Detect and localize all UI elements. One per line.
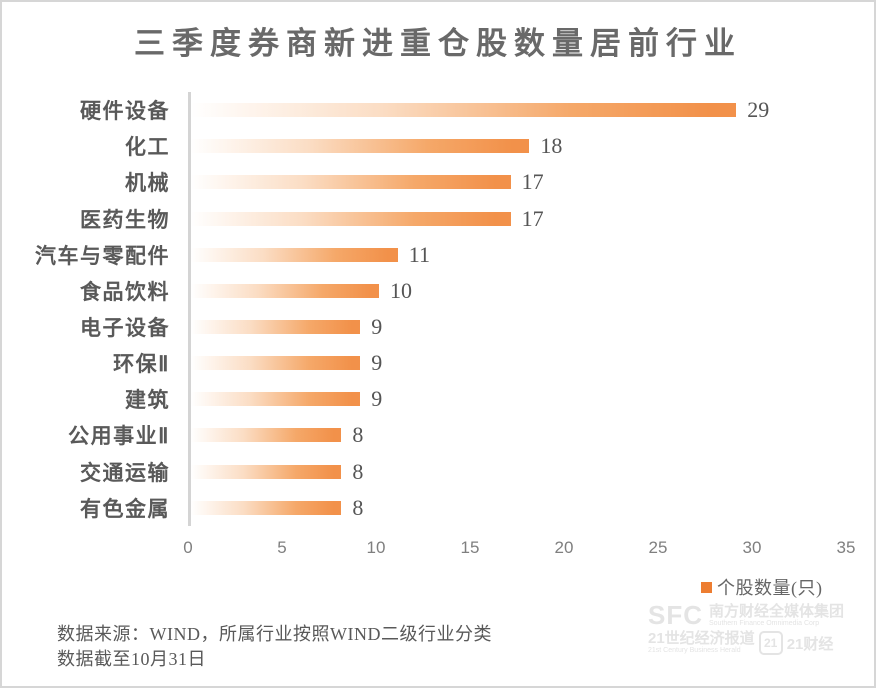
source-note: 数据来源：WIND，所属行业按照WIND二级行业分类 数据截至10月31日 [57,622,492,672]
x-axis-tick-label: 15 [460,538,480,557]
category-label: 电子设备 [80,316,170,341]
bar-row: 17 [191,200,849,236]
bar-row: 9 [191,345,849,381]
bar [191,356,361,371]
bar-value-label: 8 [352,422,364,448]
x-axis-tick-label: 25 [648,538,668,557]
source-note-line1: 数据来源：WIND，所属行业按照WIND二级行业分类 [57,624,492,644]
bar [191,500,342,515]
bar [191,139,530,154]
category-label: 食品饮料 [80,279,170,304]
category-label: 硬件设备 [80,99,170,124]
bar [191,464,342,479]
bar [191,392,361,407]
plot-area: 29 18 17 17 11 10 9 9 9 8 8 8 [188,92,849,526]
watermark-group-en: Southern Finance Omnimedia Corp [709,619,820,627]
bar-value-label: 8 [352,494,364,520]
category-label: 环保Ⅱ [113,352,170,377]
category-labels: 硬件设备化工机械医药生物汽车与零配件食品饮料电子设备环保Ⅱ 建筑公用事业Ⅱ 交通运输… [2,92,178,526]
category-label: 机械 [125,171,170,196]
category-label: 医药生物 [80,207,170,232]
bar [191,211,511,226]
bar [191,103,737,118]
sfc-logo: SFC [648,600,703,630]
legend-swatch-icon [701,581,712,593]
bar-row: 9 [191,381,849,417]
bar-row: 29 [191,92,849,128]
bar-value-label: 17 [521,169,544,195]
bar-row: 8 [191,417,849,453]
x-axis-tick-label: 20 [554,538,574,557]
category-label: 有色金属 [80,496,170,521]
bar-value-label: 9 [371,386,383,412]
x-axis-tick-label: 35 [836,538,856,557]
source-note-line2: 数据截至10月31日 [57,649,206,669]
bar [191,247,398,262]
watermark-group-cn: 南方财经全媒体集团 [709,602,845,620]
bar [191,428,342,443]
x-axis-tick-label: 30 [742,538,762,557]
bar-value-label: 18 [540,133,563,159]
bar-value-label: 11 [408,241,430,267]
bar-row: 18 [191,128,849,164]
bar-row: 11 [191,237,849,273]
bar-row: 8 [191,490,849,526]
bar [191,320,361,335]
category-label: 化工 [125,135,170,160]
21-badge-icon: 21 [758,631,783,655]
sfc-watermark: SFC 南方财经全媒体集团 Southern Finance Omnimedia… [648,600,860,655]
bar-row: 17 [191,164,849,200]
x-axis: 0 5 10 15 20 25 30 35 [183,538,855,562]
watermark-brand-cn: 21财经 [786,635,834,653]
bar-row: 8 [191,454,849,490]
legend: 个股数量(只) [701,574,823,600]
bar-row: 9 [191,309,849,345]
bar-value-label: 9 [371,350,383,376]
chart-title: 三季度券商新进重仓股数量居前行业 [134,26,742,61]
x-axis-tick-label: 10 [366,538,386,557]
x-axis-tick-label: 5 [277,538,287,557]
watermark-herald-cn: 21世纪经济报道 [648,630,755,648]
bar [191,175,511,190]
bar-value-label: 29 [747,97,770,123]
bar-value-label: 9 [371,314,383,340]
category-label: 建筑 [125,388,170,413]
bar-row: 10 [191,273,849,309]
watermark-herald-en: 21st Century Business Herald [648,647,741,655]
bar-value-label: 17 [521,205,544,231]
category-label: 交通运输 [80,460,170,485]
category-label: 公用事业Ⅱ [68,424,170,449]
legend-label: 个股数量(只) [717,578,823,598]
category-label: 汽车与零配件 [35,243,170,268]
bar-value-label: 8 [352,458,364,484]
x-axis-tick-label: 0 [183,538,193,557]
bar [191,283,379,298]
bar-value-label: 10 [390,277,412,303]
